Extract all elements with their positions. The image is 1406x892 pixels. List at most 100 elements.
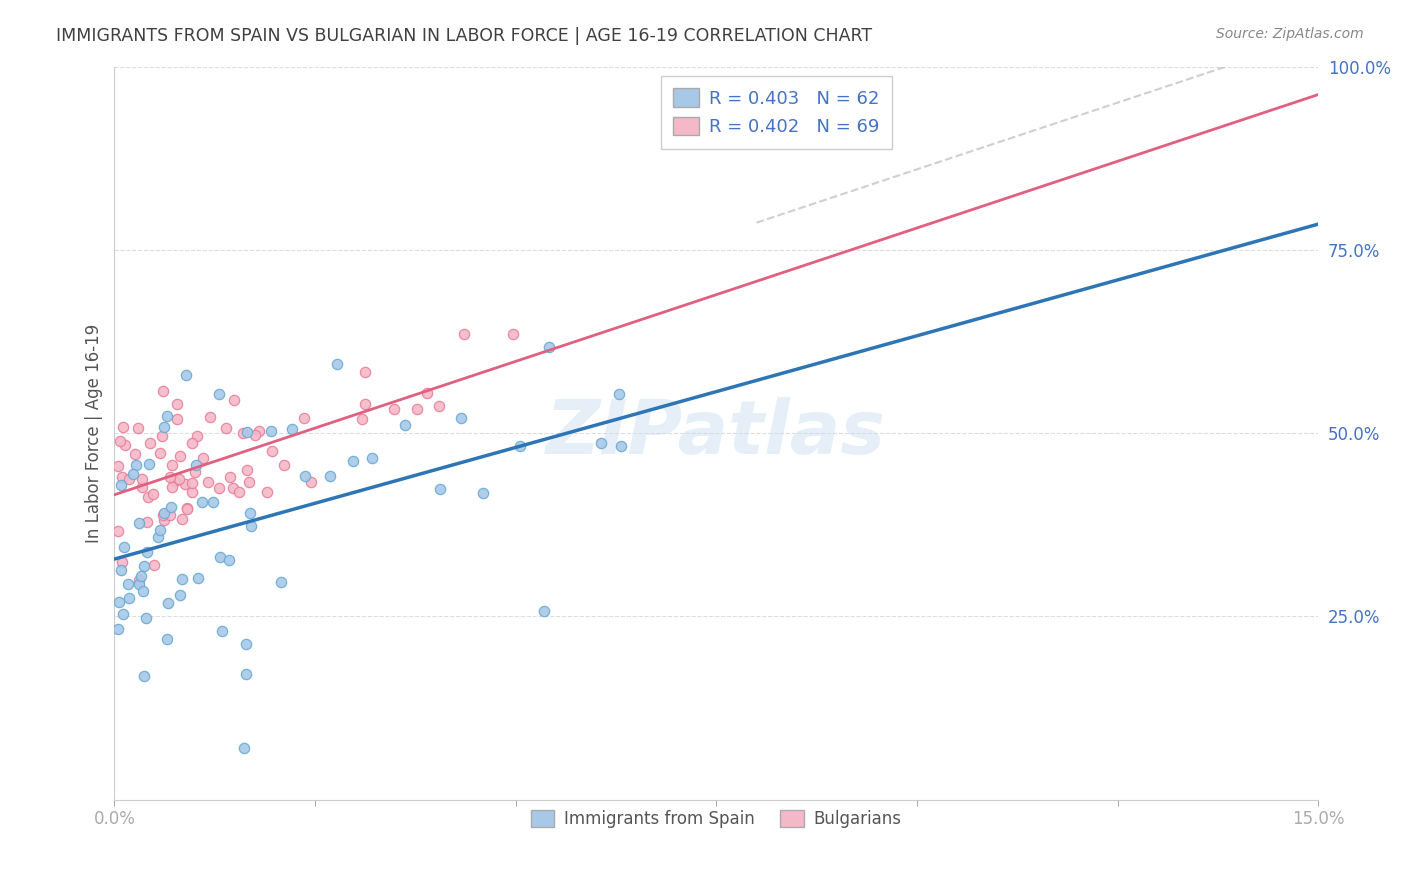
Point (354, 397, 377, 411)
Point (294, 469, 316, 483)
Point (112, 607, 135, 621)
Point (591, 436, 613, 450)
Point (191, 495, 214, 509)
Point (166, 412, 188, 426)
Point (139, 436, 162, 450)
Point (325, 357, 347, 371)
Point (142, 558, 165, 572)
Point (122, 467, 145, 481)
Point (240, 519, 263, 533)
Point (202, 495, 225, 509)
Point (228, 485, 250, 500)
Point (235, 666, 257, 681)
Point (232, 426, 254, 441)
Point (235, 637, 257, 651)
Point (187, 571, 209, 585)
Point (172, 512, 194, 526)
Text: IMMIGRANTS FROM SPAIN VS BULGARIAN IN LABOR FORCE | AGE 16-19 CORRELATION CHART: IMMIGRANTS FROM SPAIN VS BULGARIAN IN LA… (56, 27, 872, 45)
Point (218, 469, 240, 483)
Point (427, 399, 450, 413)
Point (292, 411, 315, 425)
Point (124, 447, 146, 461)
Point (125, 458, 148, 472)
Point (245, 427, 267, 442)
Point (215, 421, 238, 435)
Point (153, 513, 176, 527)
Point (509, 439, 531, 453)
Point (128, 516, 150, 530)
Point (153, 420, 176, 434)
Point (181, 435, 204, 450)
Point (132, 669, 155, 683)
Point (110, 478, 132, 492)
Point (162, 479, 184, 493)
Point (281, 421, 304, 435)
Point (236, 425, 259, 440)
Point (382, 402, 405, 417)
Point (107, 459, 129, 474)
Legend: Immigrants from Spain, Bulgarians: Immigrants from Spain, Bulgarians (524, 804, 908, 835)
Point (153, 506, 176, 520)
Point (256, 484, 278, 499)
Point (262, 443, 284, 458)
Point (117, 576, 139, 591)
Point (136, 490, 159, 504)
Point (118, 472, 141, 486)
Text: Source: ZipAtlas.com: Source: ZipAtlas.com (1216, 27, 1364, 41)
Point (173, 476, 195, 491)
Point (114, 438, 136, 452)
Point (319, 469, 342, 483)
Point (150, 429, 173, 443)
Point (108, 595, 131, 609)
Point (118, 591, 141, 606)
Point (156, 632, 179, 646)
Point (208, 481, 231, 495)
Point (429, 482, 451, 496)
Point (394, 418, 416, 433)
Point (152, 384, 174, 399)
Point (222, 482, 245, 496)
Point (136, 516, 159, 530)
Point (471, 486, 494, 500)
Point (273, 458, 295, 472)
Point (350, 411, 373, 425)
Point (159, 508, 181, 522)
Point (107, 524, 129, 538)
Point (186, 429, 208, 443)
Point (131, 480, 153, 494)
Point (108, 434, 131, 449)
Point (260, 424, 283, 438)
Point (224, 392, 246, 407)
Point (299, 475, 322, 489)
Point (416, 385, 439, 400)
Point (191, 450, 214, 465)
Point (236, 463, 259, 477)
Point (157, 596, 180, 610)
Point (180, 476, 202, 491)
Point (107, 622, 129, 636)
Point (453, 326, 475, 341)
Point (131, 472, 153, 486)
Text: ZIPatlas: ZIPatlas (547, 397, 886, 469)
Point (111, 419, 134, 434)
Point (169, 588, 191, 602)
Point (450, 411, 472, 425)
Point (176, 502, 198, 516)
Point (247, 424, 270, 438)
Point (233, 741, 256, 756)
Point (533, 604, 555, 618)
Point (238, 506, 260, 520)
Point (135, 545, 157, 559)
Point (112, 540, 135, 554)
Point (135, 611, 157, 625)
Point (609, 439, 631, 453)
Point (211, 624, 233, 639)
Point (218, 553, 240, 567)
Point (270, 574, 292, 589)
Point (146, 531, 169, 545)
Point (127, 421, 149, 435)
Point (169, 450, 191, 464)
Point (128, 573, 150, 587)
Point (167, 472, 190, 486)
Point (159, 470, 181, 484)
